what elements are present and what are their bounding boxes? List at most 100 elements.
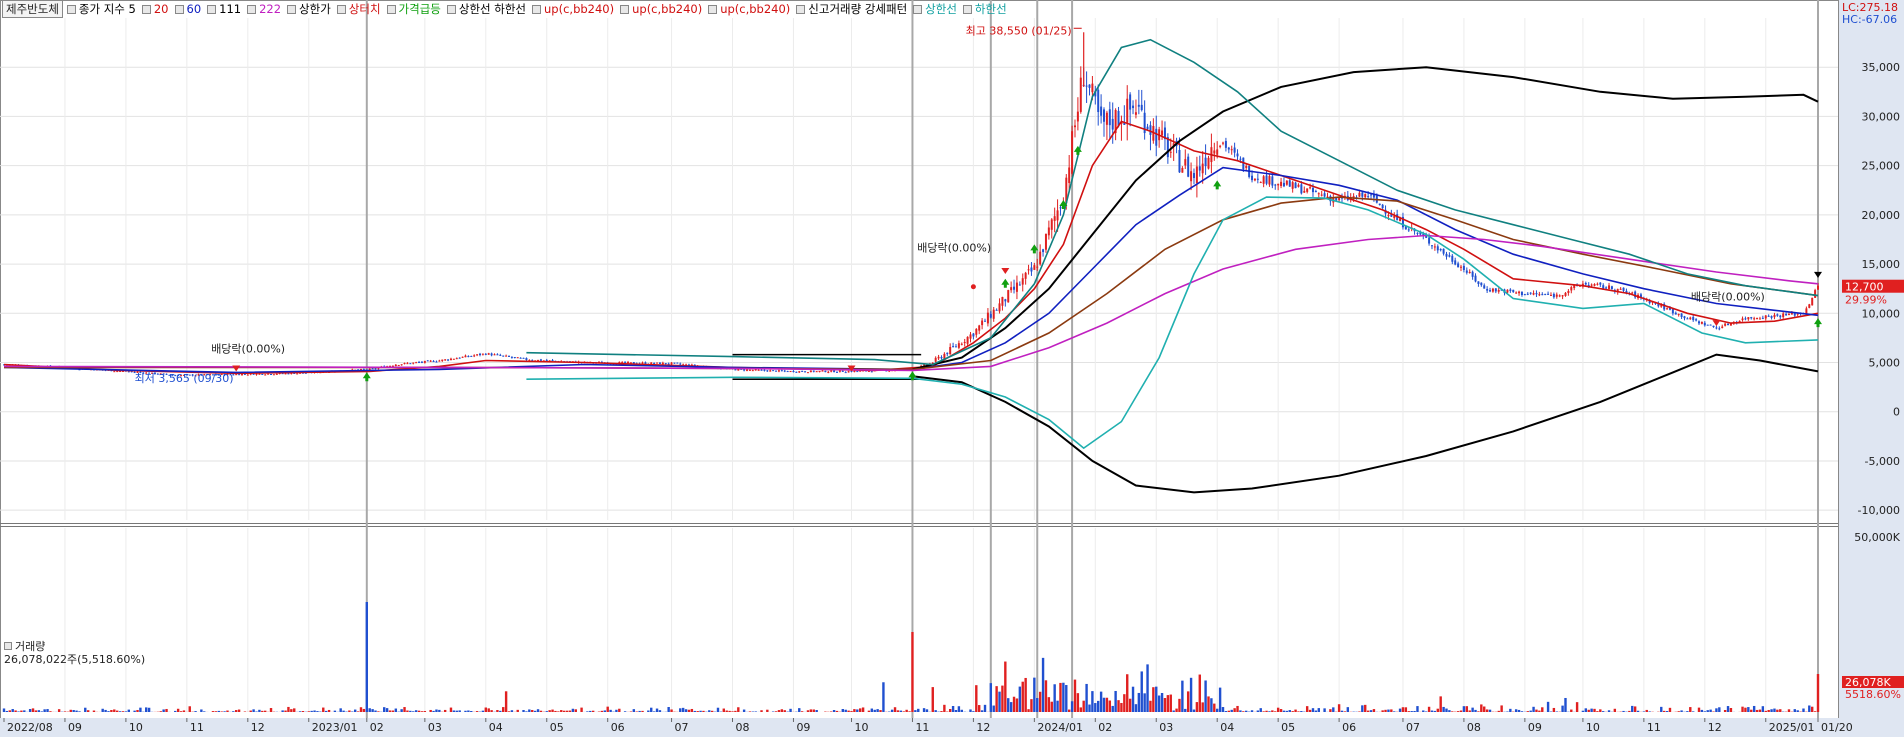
legend-item[interactable]: up(c,bb240) <box>620 1 702 17</box>
legend-item[interactable]: 하한선 <box>962 1 1007 17</box>
checkbox-icon[interactable] <box>620 4 630 14</box>
volume-bar <box>232 711 235 712</box>
volume-bar <box>1102 697 1106 712</box>
volume-bar <box>1111 705 1114 712</box>
candle-body <box>1155 128 1158 146</box>
volume-bar <box>1555 711 1558 712</box>
volume-bar <box>539 710 543 712</box>
candle-body <box>1114 109 1117 134</box>
candle-body <box>1480 282 1483 286</box>
candle-body <box>1294 182 1297 189</box>
x-tick-label: 03 <box>1159 721 1173 734</box>
candle-body <box>394 364 397 367</box>
volume-bar <box>829 711 833 712</box>
checkbox-icon[interactable] <box>66 4 76 14</box>
legend-item[interactable]: 가격급등 <box>386 1 441 17</box>
x-tick-label: 07 <box>1406 721 1420 734</box>
volume-bar <box>75 710 78 712</box>
volume-bar <box>1810 706 1814 712</box>
candle-body <box>423 360 426 363</box>
candle-body <box>1033 265 1036 270</box>
candle-body <box>264 374 267 376</box>
legend-item[interactable]: 222 <box>247 1 281 17</box>
volume-bar <box>362 708 366 712</box>
candle-body <box>377 367 380 369</box>
checkbox-icon[interactable] <box>913 4 923 14</box>
x-tick-label: 10 <box>129 721 143 734</box>
x-tick-label: 11 <box>1647 721 1661 734</box>
legend-item[interactable]: 60 <box>174 1 201 17</box>
volume-bar <box>72 710 75 712</box>
candle-body <box>1372 194 1375 198</box>
volume-bar <box>1027 709 1030 712</box>
candle-body <box>934 357 937 362</box>
legend-item-label: up(c,bb240) <box>720 2 791 16</box>
checkbox-icon[interactable] <box>336 4 346 14</box>
checkbox-icon[interactable] <box>386 4 396 14</box>
legend-item[interactable]: up(c,bb240) <box>708 1 790 17</box>
candle-body <box>931 362 934 364</box>
checkbox-icon[interactable] <box>708 4 718 14</box>
volume-bar <box>957 706 961 712</box>
checkbox-icon[interactable] <box>287 4 297 14</box>
legend-item[interactable]: 20 <box>141 1 169 17</box>
legend-item[interactable]: 상한선 <box>913 1 957 17</box>
candle-body <box>261 373 264 375</box>
checkbox-icon[interactable] <box>796 4 806 14</box>
candle-body <box>1608 285 1611 289</box>
candle-body <box>963 342 966 344</box>
checkbox-icon[interactable] <box>247 4 257 14</box>
candle-body <box>409 363 412 365</box>
legend-item[interactable]: 상한가 <box>287 1 331 17</box>
candle-body <box>1100 106 1103 116</box>
volume-bar <box>429 709 432 712</box>
checkbox-icon[interactable] <box>532 4 542 14</box>
legend-item[interactable]: 상터치 <box>336 1 381 17</box>
legend-item[interactable]: up(c,bb240) <box>532 1 614 17</box>
candle-body <box>403 363 406 365</box>
volume-bar <box>1465 706 1469 712</box>
y-tick-label: 30,000 <box>1862 110 1901 123</box>
candle-body <box>188 374 191 376</box>
checkbox-icon[interactable] <box>446 4 456 14</box>
volume-bar <box>420 711 424 712</box>
volume-bar <box>1398 708 1402 712</box>
checkbox-icon[interactable] <box>174 4 184 14</box>
volume-bar <box>652 711 656 712</box>
checkbox-icon[interactable] <box>207 4 217 14</box>
volume-bar <box>1094 703 1097 712</box>
volume-bar <box>1483 706 1486 712</box>
candle-body <box>995 309 998 311</box>
checkbox-icon[interactable] <box>4 642 12 650</box>
candle-body <box>272 374 275 376</box>
candle-body <box>484 353 487 355</box>
volume-bar <box>925 709 929 712</box>
volume-bar <box>1532 706 1535 712</box>
legend-item[interactable]: 상한선 하한선 <box>446 1 526 17</box>
candle-body <box>1323 193 1326 197</box>
volume-bar <box>618 708 621 712</box>
legend-item[interactable]: 111 <box>207 1 241 17</box>
volume-bar <box>1282 710 1286 712</box>
candle-body <box>656 362 659 364</box>
x-tick-label: 10 <box>855 721 869 734</box>
checkbox-icon[interactable] <box>962 4 972 14</box>
candle-body <box>1004 299 1007 302</box>
stock-name-label[interactable]: 제주반도체 <box>2 0 63 18</box>
legend-item[interactable]: 신고거래량 강세패턴 <box>796 1 907 17</box>
candle-body <box>249 373 252 375</box>
low-annotation: 최저 3,565 (09/30) <box>135 372 234 385</box>
legend-item[interactable]: 종가 지수 5 <box>66 1 136 17</box>
candle-body <box>1117 110 1120 127</box>
candle-body <box>847 371 850 373</box>
candle-body <box>661 362 664 365</box>
candle-body <box>827 371 830 373</box>
candle-body <box>1169 151 1172 153</box>
candle-body <box>743 369 746 371</box>
volume-bar <box>1633 706 1637 712</box>
candle-body <box>818 371 821 373</box>
checkbox-icon[interactable] <box>141 4 151 14</box>
volume-bar <box>1149 700 1152 712</box>
volume-bar <box>1262 711 1265 712</box>
